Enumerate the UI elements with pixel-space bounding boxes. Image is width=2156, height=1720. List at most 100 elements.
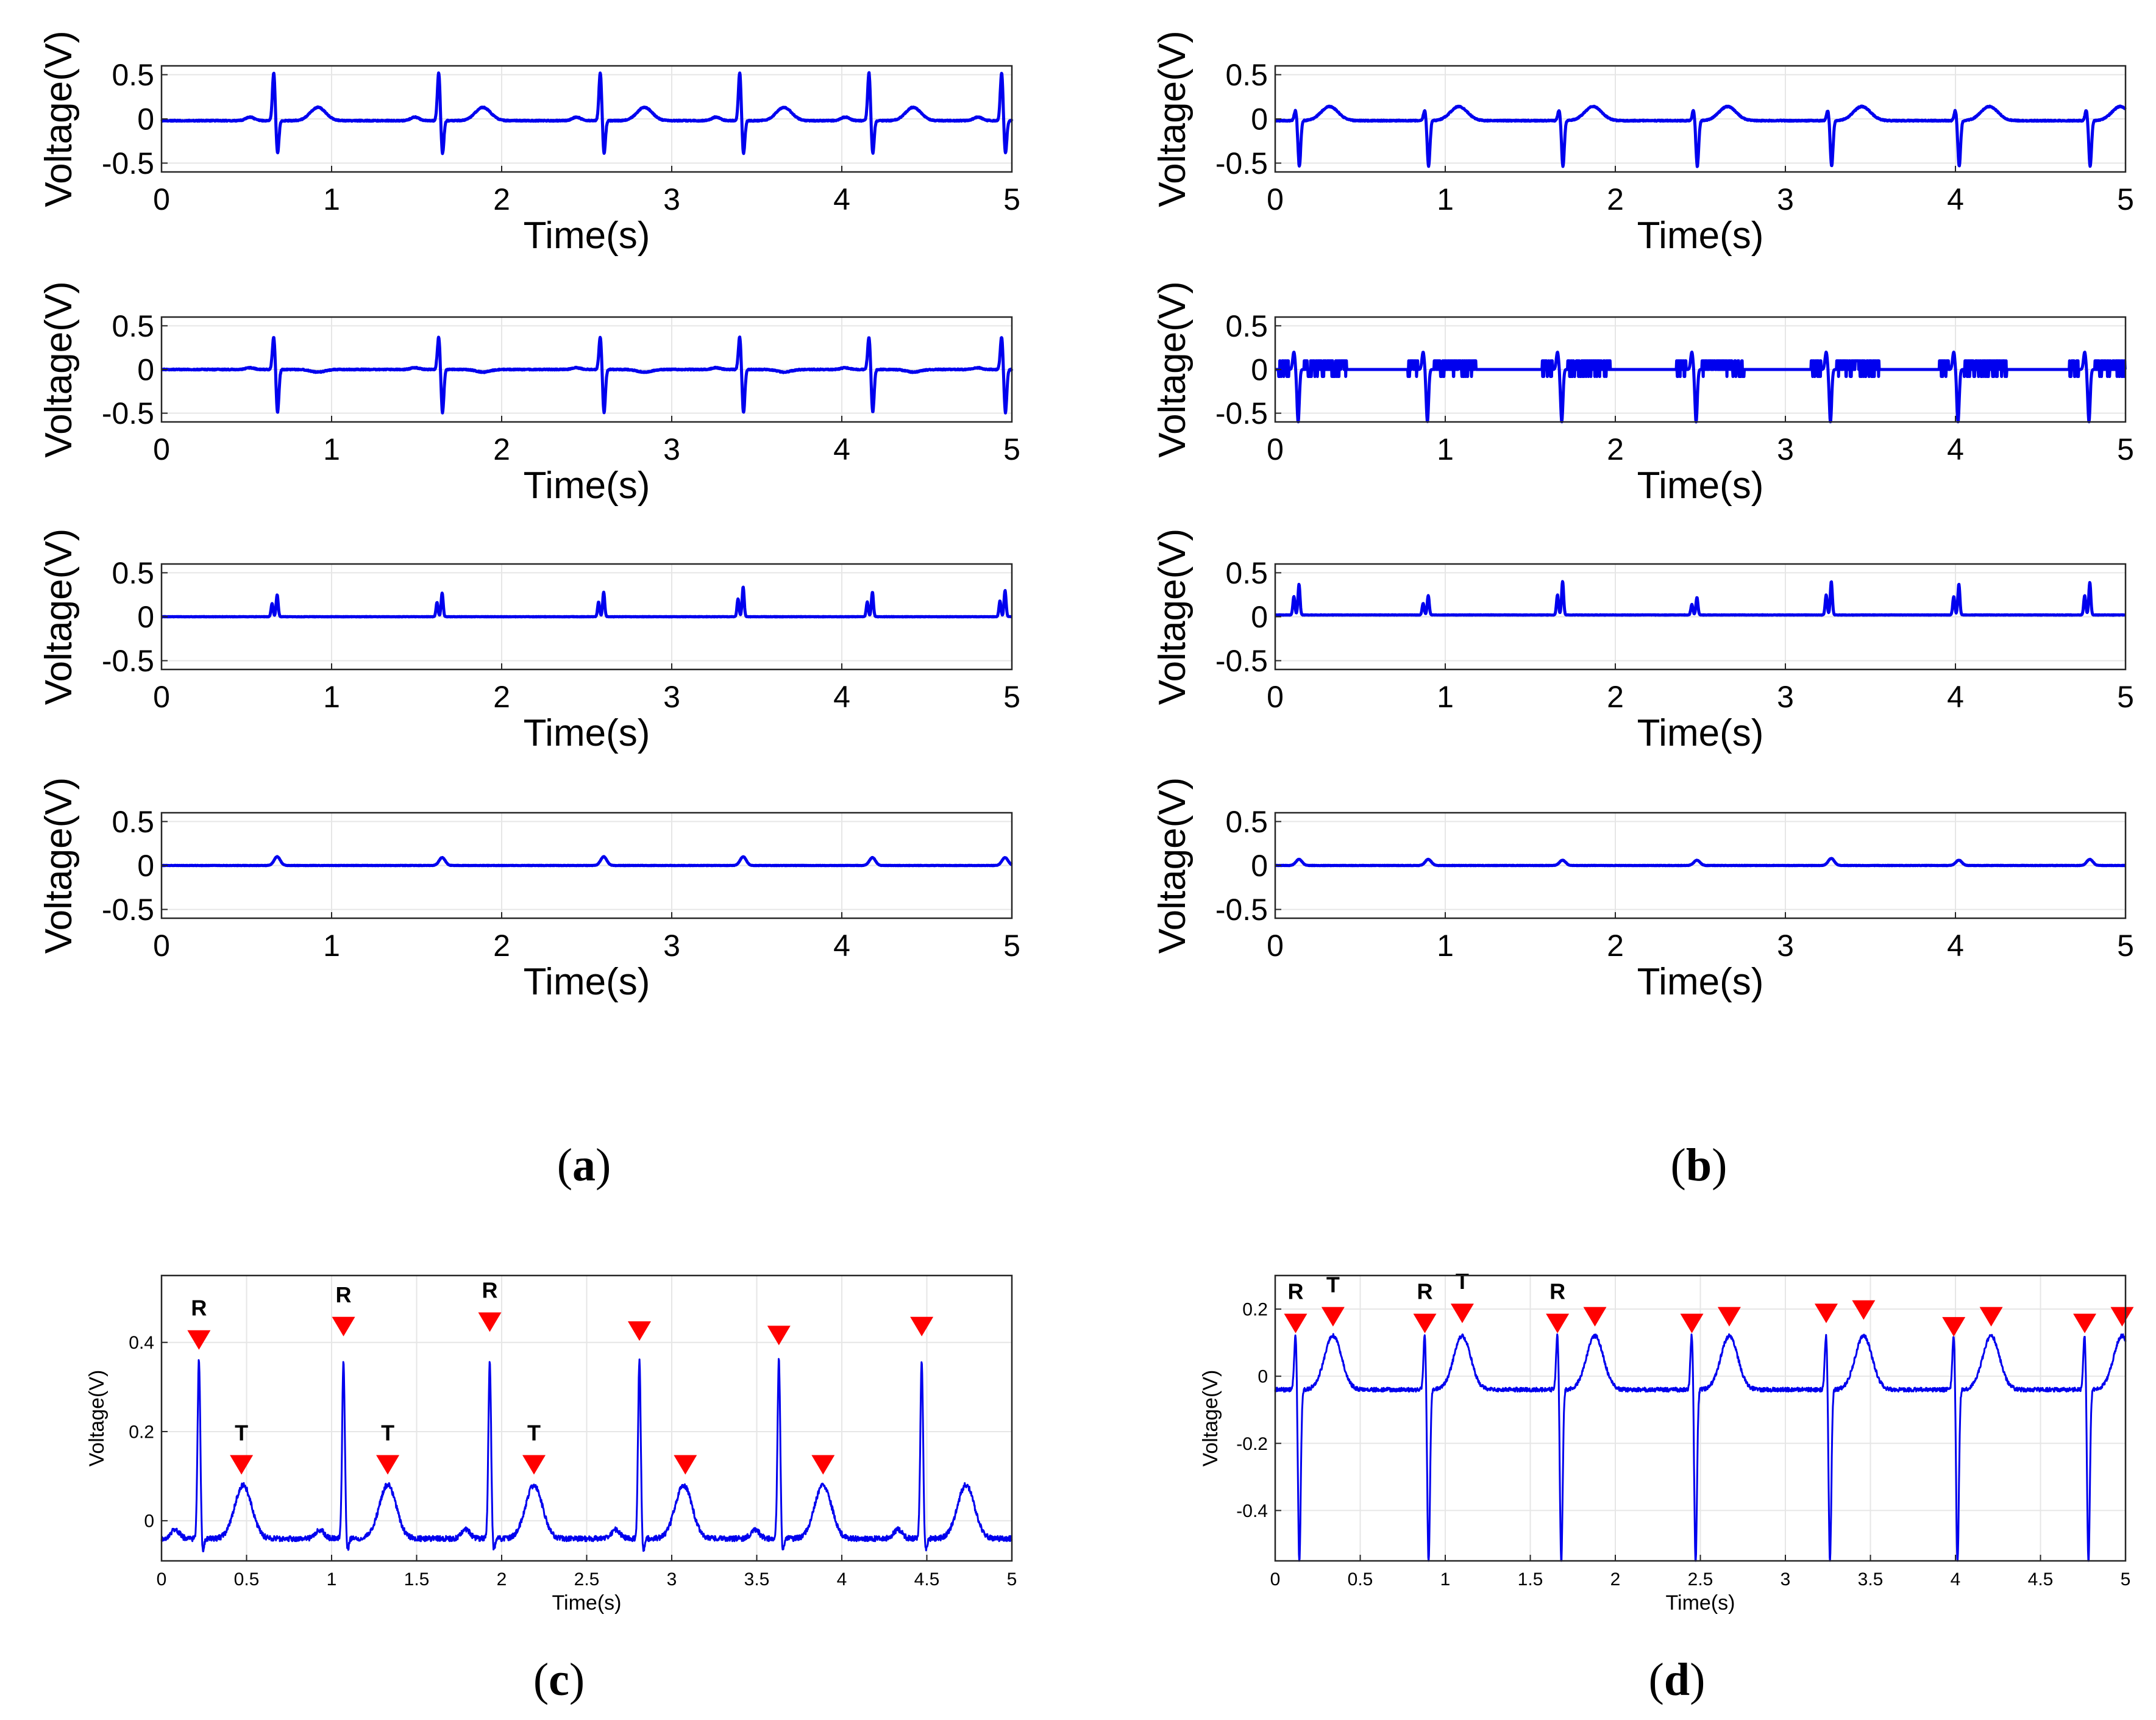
x-tick-label: 1 <box>1440 1569 1451 1590</box>
peak-marker <box>1413 1313 1437 1333</box>
x-tick-label: 5 <box>1003 680 1020 714</box>
x-tick-label: 1.5 <box>404 1569 430 1590</box>
peak-label: T <box>381 1420 394 1445</box>
y-tick-label: 0 <box>144 1511 154 1532</box>
x-tick-label: 2 <box>1607 432 1624 466</box>
y-axis-label: Voltage(V) <box>1151 777 1194 954</box>
y-tick-label: 0.5 <box>112 556 154 590</box>
peak-marker <box>522 1455 546 1475</box>
x-tick-label: 5 <box>1003 182 1020 216</box>
x-axis-label: Time(s) <box>1637 215 1764 257</box>
y-tick-label: -0.5 <box>1215 146 1268 180</box>
x-tick-label: 2 <box>1610 1569 1621 1590</box>
y-axis-label: Voltage(V) <box>85 1370 109 1467</box>
peak-marker <box>2110 1307 2134 1327</box>
y-tick-label: 0 <box>1258 1367 1268 1387</box>
peak-label: T <box>527 1420 541 1445</box>
y-axis-label: Voltage(V) <box>38 30 80 207</box>
x-axis-label: Time(s) <box>1637 465 1764 507</box>
x-tick-label: 1 <box>323 432 340 466</box>
x-axis-label: Time(s) <box>524 712 650 754</box>
peak-marker <box>1852 1300 1876 1320</box>
x-tick-label: 4 <box>1947 432 1964 466</box>
y-tick-label: 0 <box>1251 102 1268 137</box>
x-tick-label: 3 <box>667 1569 677 1590</box>
x-tick-label: 2 <box>1607 680 1624 714</box>
caption-a: (a) <box>557 1140 611 1191</box>
y-tick-label: -0.5 <box>102 396 154 430</box>
x-tick-label: 0 <box>157 1569 167 1590</box>
x-tick-label: 1 <box>323 182 340 216</box>
x-axis-label: Time(s) <box>524 465 650 507</box>
y-tick-label: 0.5 <box>1225 309 1268 343</box>
y-tick-label: 0.5 <box>112 58 154 92</box>
peak-marker <box>2073 1313 2097 1333</box>
caption-c: (c) <box>533 1654 585 1705</box>
x-tick-label: 2 <box>497 1569 507 1590</box>
peak-marker <box>478 1312 502 1332</box>
x-tick-label: 1 <box>1437 929 1454 963</box>
x-tick-label: 0 <box>1267 432 1284 466</box>
peak-marker <box>1321 1307 1345 1327</box>
y-axis-label: Voltage(V) <box>38 281 80 458</box>
y-tick-label: 0.2 <box>1242 1300 1268 1320</box>
x-tick-label: 4 <box>833 929 850 963</box>
y-tick-label: -0.5 <box>1215 893 1268 927</box>
x-axis-label: Time(s) <box>1637 712 1764 754</box>
y-tick-label: 0.5 <box>112 309 154 343</box>
x-tick-label: 5 <box>1007 1569 1017 1590</box>
x-tick-label: 4 <box>1951 1569 1961 1590</box>
peak-label: T <box>1456 1269 1469 1294</box>
x-tick-label: 3 <box>663 929 680 963</box>
x-tick-label: 0.5 <box>1348 1569 1373 1590</box>
x-tick-label: 1 <box>1437 680 1454 714</box>
x-tick-label: 0 <box>153 680 170 714</box>
x-axis-label: Time(s) <box>524 215 650 257</box>
y-tick-label: 0.5 <box>1225 556 1268 590</box>
x-tick-label: 0 <box>1267 929 1284 963</box>
x-tick-label: 0 <box>1267 182 1284 216</box>
y-tick-label: -0.5 <box>102 893 154 927</box>
x-tick-label: 5 <box>2117 680 2134 714</box>
x-tick-label: 0 <box>153 182 170 216</box>
peak-marker <box>376 1455 400 1475</box>
series-line <box>1274 104 2127 168</box>
x-tick-label: 4 <box>833 432 850 466</box>
y-axis-label: Voltage(V) <box>1199 1370 1222 1467</box>
peak-label: R <box>191 1296 207 1321</box>
x-tick-label: 0 <box>1267 680 1284 714</box>
x-tick-label: 3 <box>663 182 680 216</box>
peak-label: T <box>235 1420 248 1445</box>
x-tick-label: 1 <box>327 1569 337 1590</box>
x-tick-label: 2 <box>493 929 510 963</box>
x-tick-label: 3 <box>1777 929 1794 963</box>
peak-label: R <box>1549 1279 1565 1304</box>
x-tick-label: 2 <box>1607 182 1624 216</box>
y-axis-label: Voltage(V) <box>38 529 80 705</box>
x-tick-label: 2 <box>493 182 510 216</box>
y-tick-label: -0.2 <box>1236 1434 1268 1454</box>
y-tick-label: 0 <box>137 600 154 634</box>
peak-marker <box>1284 1313 1307 1333</box>
x-tick-label: 0.5 <box>234 1569 260 1590</box>
x-tick-label: 2.5 <box>1688 1569 1713 1590</box>
x-tick-label: 5 <box>2117 182 2134 216</box>
x-tick-label: 4.5 <box>2028 1569 2054 1590</box>
y-tick-label: 0.2 <box>129 1422 154 1442</box>
chart-d: R T R T R0 0.5 1 1.5 2 2.5 3 3.5 4 4.5 50.20-0.2-0.4Ti… <box>1199 1269 2134 1615</box>
x-tick-label: 1 <box>323 680 340 714</box>
x-tick-label: 1 <box>1437 432 1454 466</box>
peak-label: T <box>1326 1272 1340 1297</box>
caption-d: (d) <box>1649 1654 1706 1705</box>
series-line <box>1274 857 2127 868</box>
peak-marker <box>187 1330 211 1350</box>
peak-marker <box>767 1326 791 1346</box>
